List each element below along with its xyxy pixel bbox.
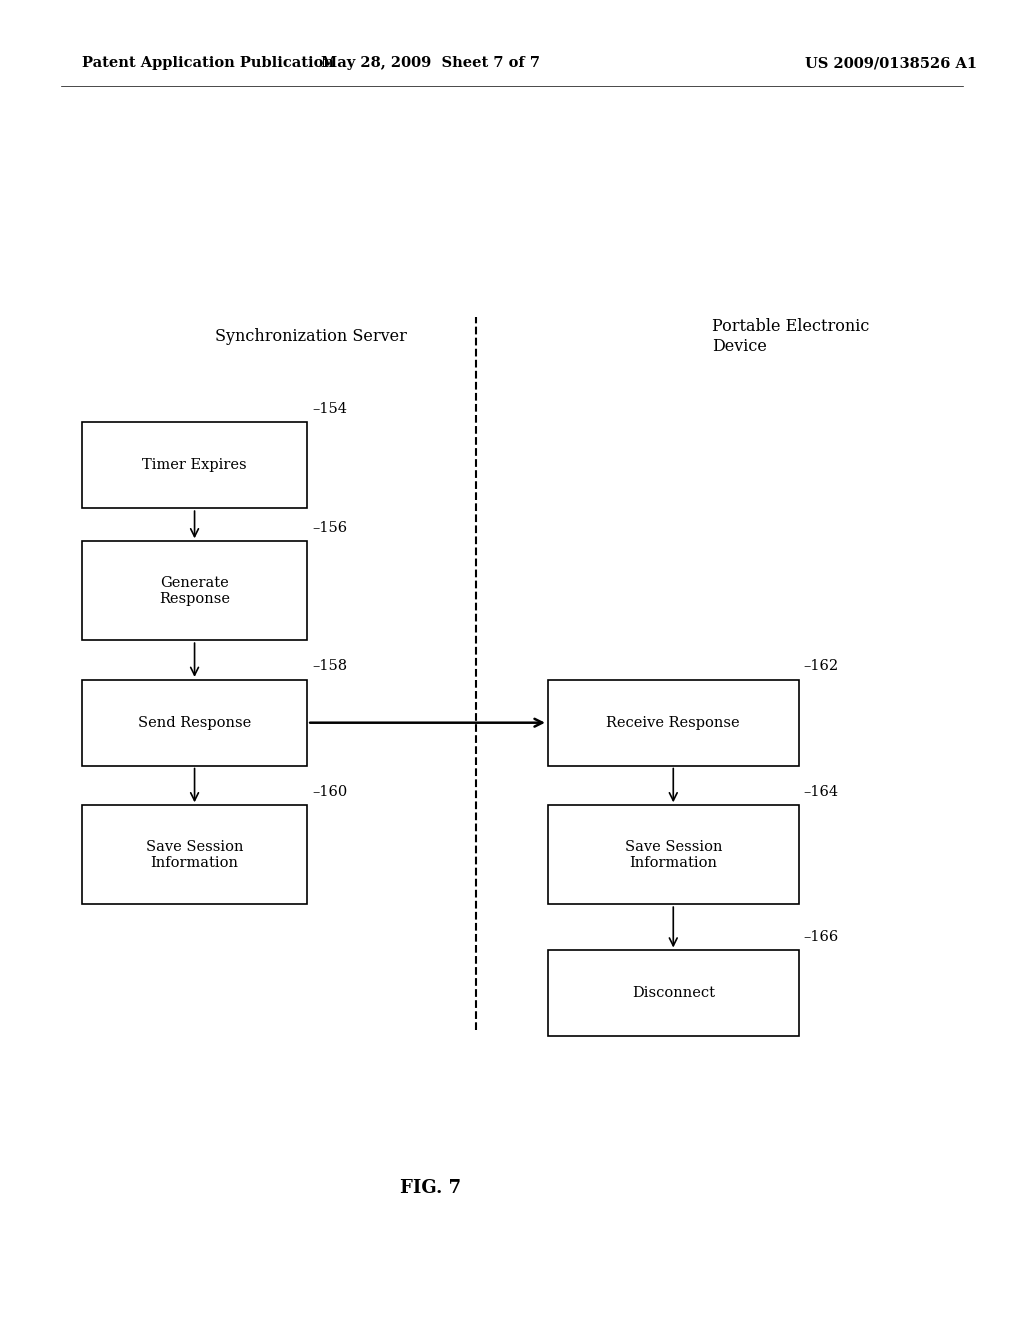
Bar bbox=[82, 541, 307, 640]
Bar bbox=[82, 805, 307, 904]
Text: –164: –164 bbox=[804, 784, 839, 799]
Text: Timer Expires: Timer Expires bbox=[142, 458, 247, 473]
Text: –160: –160 bbox=[312, 784, 347, 799]
Text: Disconnect: Disconnect bbox=[632, 986, 715, 1001]
Text: –156: –156 bbox=[312, 520, 347, 535]
Text: May 28, 2009  Sheet 7 of 7: May 28, 2009 Sheet 7 of 7 bbox=[321, 57, 540, 70]
Text: Save Session
Information: Save Session Information bbox=[625, 840, 722, 870]
Text: Synchronization Server: Synchronization Server bbox=[215, 329, 407, 345]
Text: FIG. 7: FIG. 7 bbox=[399, 1179, 461, 1197]
Text: Save Session
Information: Save Session Information bbox=[145, 840, 244, 870]
Text: Send Response: Send Response bbox=[138, 715, 251, 730]
Bar bbox=[82, 422, 307, 508]
Text: –154: –154 bbox=[312, 401, 347, 416]
Bar bbox=[548, 805, 799, 904]
Text: –166: –166 bbox=[804, 929, 839, 944]
Text: Patent Application Publication: Patent Application Publication bbox=[82, 57, 334, 70]
Bar bbox=[548, 680, 799, 766]
Bar bbox=[548, 950, 799, 1036]
Text: Generate
Response: Generate Response bbox=[159, 576, 230, 606]
Text: US 2009/0138526 A1: US 2009/0138526 A1 bbox=[805, 57, 977, 70]
Text: –162: –162 bbox=[804, 659, 839, 673]
Text: Portable Electronic
Device: Portable Electronic Device bbox=[712, 318, 869, 355]
Text: –158: –158 bbox=[312, 659, 347, 673]
Text: Receive Response: Receive Response bbox=[606, 715, 740, 730]
Bar bbox=[82, 680, 307, 766]
